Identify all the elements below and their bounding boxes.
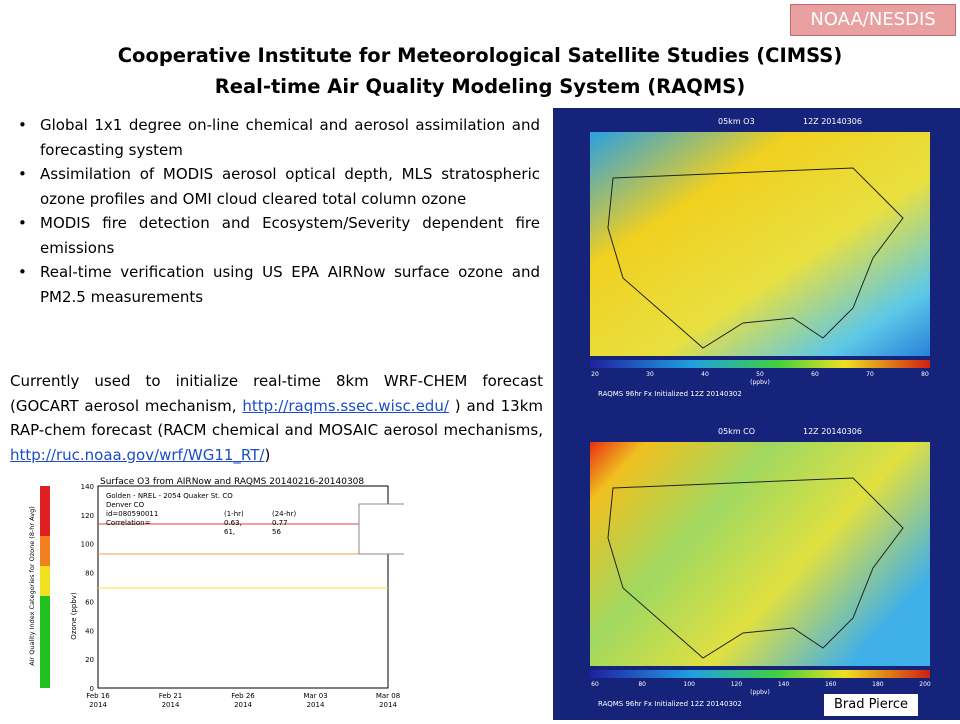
station: Golden - NREL - 2054 Quaker St. CO	[106, 492, 233, 500]
colorbar-label: 200	[919, 681, 931, 688]
stat: (24-hr)	[272, 510, 296, 518]
x-tick-label: Feb 21	[159, 692, 183, 700]
station: id=080590011	[106, 510, 158, 518]
colorbar-label: 160	[825, 681, 837, 688]
map-image	[590, 132, 930, 356]
x-tick-label: Mar 03	[303, 692, 327, 700]
map-time: 12Z 20140306	[803, 117, 862, 126]
colorbar-label: 60	[591, 681, 599, 688]
y-tick-label: 0	[90, 685, 94, 693]
y-tick-label: 60	[85, 598, 94, 606]
bullet: Global 1x1 degree on-line chemical and a…	[18, 113, 540, 162]
maps: 05km O3 12Z 20140306 20 30 40 50 60 70 80 (ppbv) R…	[590, 117, 931, 708]
x-tick-label: 2014	[307, 701, 325, 709]
stat: Correlation=	[106, 519, 151, 527]
stat: 0.63,	[224, 519, 242, 527]
x-tick-label: Mar 08	[376, 692, 400, 700]
title-line: Real-time Air Quality Modeling System (R…	[214, 75, 746, 98]
aqi-band	[40, 486, 50, 536]
map-title: 05km CO	[718, 427, 755, 436]
colorbar-label: 20	[591, 371, 599, 378]
y-tick-label: 40	[85, 627, 94, 635]
colorbar-label: 60	[811, 371, 819, 378]
colorbar-label: 100	[684, 681, 696, 688]
map-panel: 05km O3 12Z 20140306 20 30 40 50 60 70 80 (ppbv) R…	[553, 108, 960, 720]
text: Currently used to initialize real-time 8…	[10, 372, 543, 415]
aqi-band	[40, 566, 50, 596]
map-time: 12Z 20140306	[803, 427, 862, 436]
stat: 0.77	[272, 519, 288, 527]
x-tick-label: 2014	[234, 701, 252, 709]
colorbar	[590, 670, 930, 678]
x-tick-label: 2014	[89, 701, 107, 709]
paragraph: Currently used to initialize real-time 8…	[10, 369, 543, 467]
map-image	[590, 442, 930, 666]
station: Denver CO	[106, 501, 145, 509]
y-label: Ozone (ppbv)	[70, 592, 78, 640]
colorbar-label: 80	[638, 681, 646, 688]
colorbar	[590, 360, 930, 368]
x-tick-label: 2014	[162, 701, 180, 709]
y-tick-label: 80	[85, 570, 94, 578]
stat: (1-hr)	[224, 510, 244, 518]
colorbar-label: 140	[778, 681, 790, 688]
text: )	[264, 445, 271, 464]
bullet: MODIS fire detection and Ecosystem/Sever…	[18, 211, 540, 260]
colorbar-label: 30	[646, 371, 654, 378]
outline	[607, 477, 904, 659]
side-label: Air Quality Index Categories for Ozone (…	[28, 506, 36, 666]
x-tick-label: Feb 16	[86, 692, 110, 700]
map-title: 05km O3	[718, 117, 755, 126]
colorbar-unit: (ppbv)	[750, 379, 770, 386]
x-tick-label: 2014	[379, 701, 397, 709]
stat: 56	[272, 528, 281, 536]
y-tick-label: 100	[81, 541, 94, 549]
credit: Brad Pierce	[824, 694, 918, 716]
plot-title: Surface O3 from AIRNow and RAQMS 2014021…	[100, 477, 364, 487]
bullet-list: Global 1x1 degree on-line chemical and a…	[10, 113, 540, 309]
bullet: Real-time verification using US EPA AIRN…	[18, 260, 540, 309]
badge: NOAA/NESDIS	[790, 4, 956, 36]
aqi-band	[40, 536, 50, 566]
colorbar-label: 70	[866, 371, 874, 378]
bullet: Assimilation of MODIS aerosol optical de…	[18, 162, 540, 211]
aqi-band	[40, 596, 50, 688]
outline	[607, 167, 904, 349]
y-tick-label: 120	[81, 512, 94, 520]
title-line: Cooperative Institute for Meteorological…	[117, 44, 843, 67]
map-footer: RAQMS 96hr Fx Initialized 12Z 20140302	[598, 700, 742, 708]
y-tick-label: 140	[81, 483, 94, 491]
link[interactable]: http://ruc.noaa.gov/wrf/WG11_RT/	[10, 445, 265, 464]
colorbar-label: 40	[701, 371, 709, 378]
inset-map	[358, 503, 404, 555]
colorbar-label: 50	[756, 371, 764, 378]
map-footer: RAQMS 96hr Fx Initialized 12Z 20140302	[598, 390, 742, 398]
colorbar-label: 180	[872, 681, 884, 688]
ozone-plot: Surface O3 from AIRNow and RAQMS 2014021…	[28, 477, 404, 709]
text: ) and 13km RAP-chem forecast (RACM chemi…	[10, 396, 543, 440]
title: Cooperative Institute for Meteorological…	[0, 40, 960, 102]
colorbar-label: 120	[731, 681, 743, 688]
stat: 61,	[224, 528, 235, 536]
link[interactable]: http://raqms.ssec.wisc.edu/	[242, 396, 449, 415]
x-tick-label: Feb 26	[231, 692, 255, 700]
colorbar-unit: (ppbv)	[750, 689, 770, 696]
y-tick-label: 20	[85, 656, 94, 664]
colorbar-label: 80	[921, 371, 929, 378]
plot-frame	[97, 485, 389, 689]
